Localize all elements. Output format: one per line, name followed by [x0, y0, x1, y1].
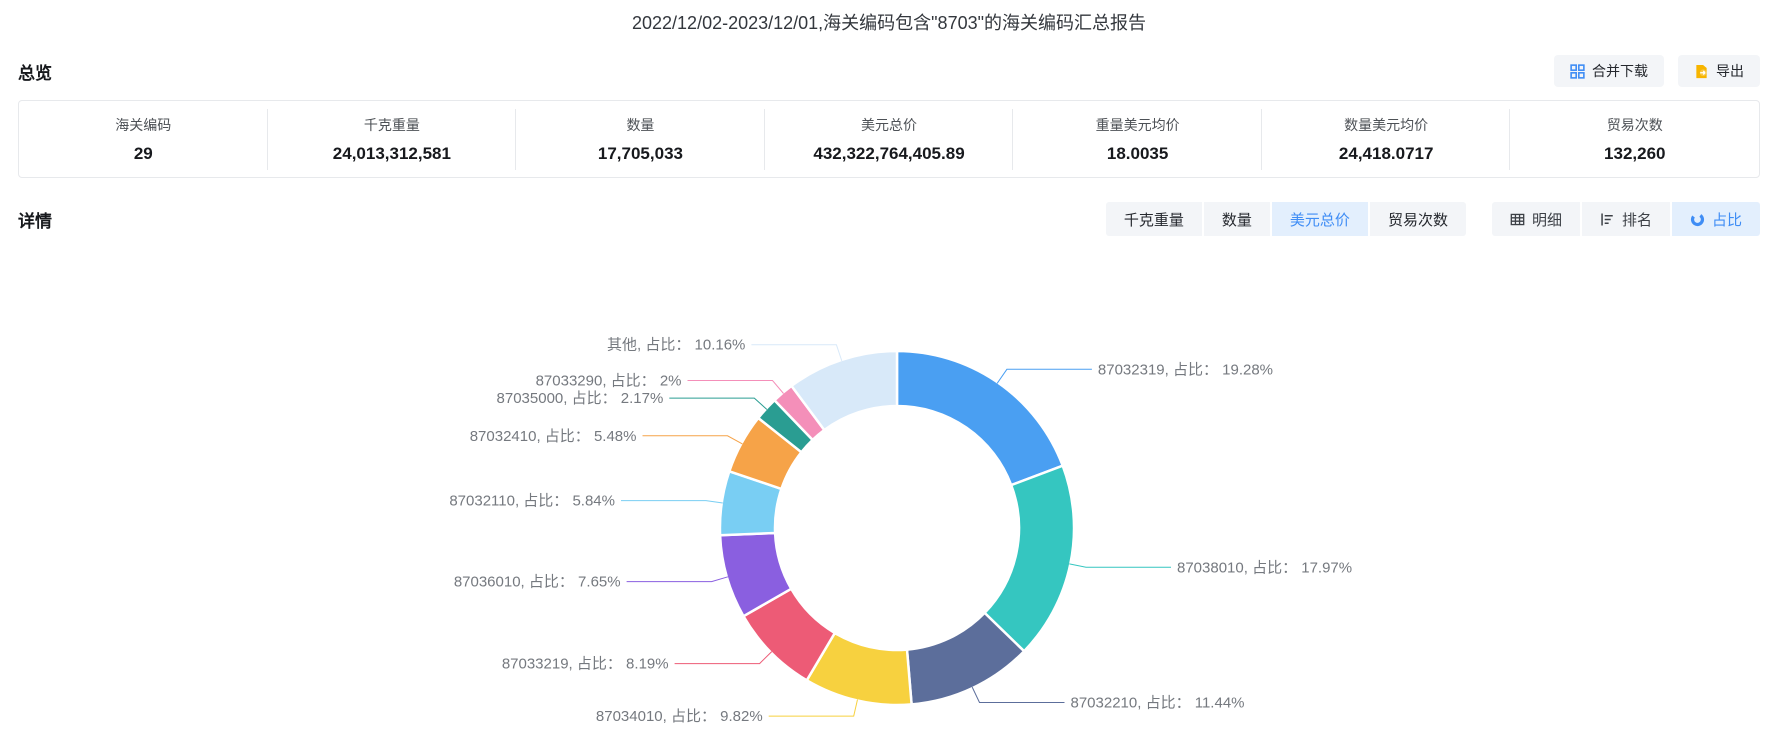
view-tab-label: 明细: [1531, 211, 1562, 229]
merge-download-icon: [1570, 63, 1585, 79]
slice-label-其他: 其他, 占比： 10.16%: [607, 337, 745, 354]
stat-value: 24,418.0717: [1338, 143, 1434, 163]
slice-leader-line: [626, 576, 729, 583]
detail-section: 详情 千克重量 数量 美元总价 贸易次数 明细 排名 占比 87032319, 占比： 1…: [0, 202, 1778, 734]
overview-stats-card: 海关编码 29 千克重量 24,013,312,581 数量 17,705,033 美元总价…: [18, 100, 1760, 178]
metric-tab-group: 千克重量 数量 美元总价 贸易次数: [1105, 202, 1466, 236]
donut-chart-svg: 87032319, 占比： 19.28% 87038010, 占比： 17.97%…: [449, 337, 1352, 725]
view-tab-占比[interactable]: 占比: [1671, 202, 1760, 236]
slice-leader-line: [642, 435, 743, 445]
stat-label: 海关编码: [115, 116, 172, 133]
table-icon: [1510, 212, 1525, 227]
stat-label: 数量美元均价: [1344, 116, 1429, 133]
stat-value: 29: [133, 143, 153, 163]
stat-label: 美元总价: [861, 116, 918, 133]
report-header: 2022/12/02-2023/12/01,海关编码包含"8703"的海关编码汇…: [0, 0, 1778, 35]
slice-leader-line: [669, 397, 768, 410]
slice-label-87032410: 87032410, 占比： 5.48%: [470, 428, 637, 445]
stat-col-重量美元均价: 重量美元均价 18.0035: [1013, 108, 1262, 170]
slice-87032319[interactable]: [895, 349, 1065, 487]
slice-87038010[interactable]: [982, 464, 1076, 653]
detail-heading: 详情: [18, 211, 52, 231]
stat-value: 18.0035: [1106, 143, 1169, 163]
slice-label-87035000: 87035000, 占比： 2.17%: [497, 390, 664, 407]
stat-value: 132,260: [1604, 143, 1666, 163]
rank-icon: [1600, 212, 1615, 227]
slice-leader-line: [1069, 563, 1171, 568]
pie-icon: [1690, 212, 1705, 227]
export-label: 导出: [1716, 63, 1744, 79]
export-button[interactable]: 导出: [1678, 55, 1760, 87]
view-tab-排名[interactable]: 排名: [1581, 202, 1670, 236]
stat-col-贸易次数: 贸易次数 132,260: [1510, 115, 1759, 164]
slice-leader-line: [996, 368, 1092, 384]
overview-section: 总览 合并下载 导出 海关编码 29 千克重量 24,013,312,581 数量 17,…: [0, 55, 1778, 178]
donut-chart: 87032319, 占比： 19.28% 87038010, 占比： 17.97%…: [0, 242, 1778, 734]
view-tab-label: 排名: [1621, 211, 1652, 229]
slice-label-87036010: 87036010, 占比： 7.65%: [454, 574, 621, 591]
metric-tab-数量[interactable]: 数量: [1203, 202, 1270, 236]
slice-label-87033219: 87033219, 占比： 8.19%: [502, 656, 669, 673]
slice-其他[interactable]: [789, 349, 899, 432]
slice-leader-line: [768, 699, 858, 717]
slice-leader-line: [621, 500, 723, 504]
slice-leader-line: [751, 344, 843, 362]
stat-label: 贸易次数: [1606, 116, 1663, 133]
metric-tab-千克重量[interactable]: 千克重量: [1105, 202, 1202, 236]
view-tab-label: 占比: [1711, 211, 1742, 229]
metric-tab-贸易次数[interactable]: 贸易次数: [1369, 202, 1466, 236]
stat-col-海关编码: 海关编码 29: [19, 108, 268, 170]
stat-col-数量: 数量 17,705,033: [516, 108, 765, 170]
slice-label-87034010: 87034010, 占比： 9.82%: [596, 708, 763, 725]
overview-actions: 合并下载 导出: [1554, 55, 1760, 87]
export-icon: [1694, 64, 1709, 79]
slice-leader-line: [687, 380, 784, 394]
overview-heading: 总览: [18, 63, 52, 83]
slice-leader-line: [674, 651, 773, 665]
slice-label-87038010: 87038010, 占比： 17.97%: [1177, 559, 1352, 576]
stat-label: 千克重量: [363, 116, 420, 133]
stat-value: 24,013,312,581: [332, 143, 451, 163]
merge-download-button[interactable]: 合并下载: [1554, 55, 1664, 87]
stat-value: 432,322,764,405.89: [813, 143, 965, 163]
page-title: 2022/12/02-2023/12/01,海关编码包含"8703"的海关编码汇…: [632, 13, 1146, 33]
merge-download-label: 合并下载: [1592, 63, 1648, 79]
stat-value: 17,705,033: [597, 143, 683, 163]
slice-label-87033290: 87033290, 占比： 2%: [536, 373, 682, 390]
stat-label: 数量: [626, 116, 655, 133]
stat-col-美元总价: 美元总价 432,322,764,405.89: [765, 108, 1014, 170]
slice-label-87032319: 87032319, 占比： 19.28%: [1098, 361, 1273, 378]
slice-label-87032110: 87032110, 占比： 5.84%: [449, 493, 615, 510]
view-tab-明细[interactable]: 明细: [1491, 202, 1580, 236]
detail-toolbar: 千克重量 数量 美元总价 贸易次数 明细 排名 占比: [1105, 202, 1760, 236]
slice-label-87032210: 87032210, 占比： 11.44%: [1071, 695, 1245, 712]
view-tab-group: 明细 排名 占比: [1491, 202, 1760, 236]
stat-label: 重量美元均价: [1095, 116, 1180, 133]
stat-col-数量美元均价: 数量美元均价 24,418.0717: [1262, 108, 1511, 170]
metric-tab-美元总价[interactable]: 美元总价: [1271, 202, 1368, 236]
stat-col-千克重量: 千克重量 24,013,312,581: [268, 108, 517, 170]
slice-leader-line: [971, 686, 1065, 703]
